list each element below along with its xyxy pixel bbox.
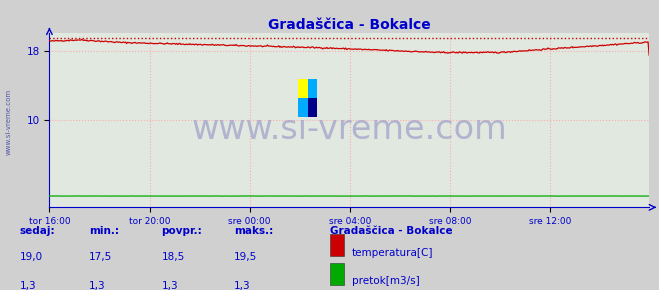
Text: 17,5: 17,5 xyxy=(89,252,112,262)
Bar xyxy=(308,98,318,117)
Text: www.si-vreme.com: www.si-vreme.com xyxy=(5,89,12,155)
Bar xyxy=(330,234,344,256)
Text: Gradaščica - Bokalce: Gradaščica - Bokalce xyxy=(330,226,452,236)
Text: 19,5: 19,5 xyxy=(234,252,257,262)
Text: maks.:: maks.: xyxy=(234,226,273,236)
Text: 18,5: 18,5 xyxy=(161,252,185,262)
Title: Gradaščica - Bokalce: Gradaščica - Bokalce xyxy=(268,18,430,32)
Text: temperatura[C]: temperatura[C] xyxy=(352,248,434,258)
Bar xyxy=(330,263,344,284)
Text: 1,3: 1,3 xyxy=(89,281,105,290)
Bar xyxy=(299,98,308,117)
Bar xyxy=(308,79,318,98)
Text: povpr.:: povpr.: xyxy=(161,226,202,236)
Text: pretok[m3/s]: pretok[m3/s] xyxy=(352,276,420,286)
Bar xyxy=(299,79,308,98)
Text: sedaj:: sedaj: xyxy=(20,226,55,236)
Text: min.:: min.: xyxy=(89,226,119,236)
Text: www.si-vreme.com: www.si-vreme.com xyxy=(191,113,507,146)
Text: 19,0: 19,0 xyxy=(20,252,43,262)
Text: 1,3: 1,3 xyxy=(161,281,178,290)
Text: 1,3: 1,3 xyxy=(20,281,36,290)
Text: 1,3: 1,3 xyxy=(234,281,250,290)
